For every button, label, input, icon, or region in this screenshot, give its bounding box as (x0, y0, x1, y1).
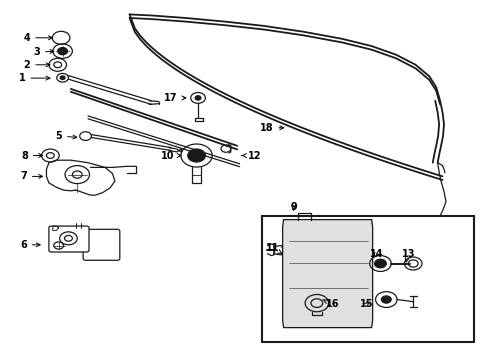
FancyBboxPatch shape (83, 229, 120, 260)
Bar (261, 216, 473, 342)
Text: 17: 17 (164, 93, 185, 103)
Circle shape (58, 48, 67, 55)
Circle shape (195, 96, 201, 100)
Text: 8: 8 (21, 150, 42, 161)
Text: 6: 6 (20, 240, 40, 250)
Circle shape (381, 296, 390, 303)
Text: 15: 15 (359, 299, 373, 309)
Text: 14: 14 (369, 249, 383, 259)
Text: 18: 18 (259, 123, 283, 133)
Text: 4: 4 (23, 33, 52, 43)
Text: 10: 10 (160, 150, 181, 161)
Text: 16: 16 (322, 299, 339, 309)
Text: 2: 2 (23, 60, 50, 70)
FancyBboxPatch shape (49, 226, 89, 252)
Text: 12: 12 (242, 150, 261, 161)
Polygon shape (282, 220, 372, 328)
Circle shape (60, 76, 65, 80)
Text: 3: 3 (33, 47, 54, 57)
Text: 13: 13 (401, 249, 414, 262)
Circle shape (374, 259, 386, 268)
Text: 11: 11 (265, 243, 282, 254)
Text: 5: 5 (55, 131, 77, 141)
Text: 9: 9 (289, 202, 296, 212)
Circle shape (187, 149, 205, 162)
Text: 7: 7 (20, 171, 42, 181)
Text: 1: 1 (19, 73, 50, 83)
